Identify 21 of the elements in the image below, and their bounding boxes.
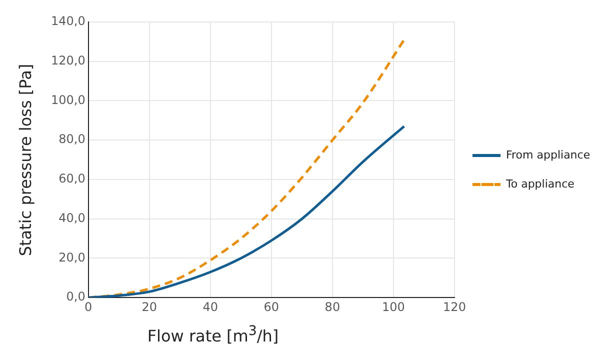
- y-tick-label: 0,0: [66, 290, 86, 304]
- x-tick-label: 120: [443, 300, 466, 314]
- y-tick-label: 140,0: [50, 14, 86, 28]
- legend-label: From appliance: [506, 148, 590, 162]
- line-series: [88, 125, 406, 298]
- y-tick-label: 120,0: [50, 53, 86, 68]
- y-axis-title: Static pressure loss [Pa]: [16, 62, 36, 258]
- x-tick-label: 60: [264, 300, 280, 314]
- x-tick-label: 20: [142, 300, 158, 314]
- legend-label: To appliance: [505, 177, 575, 190]
- y-tick-label: 20,0: [58, 250, 86, 264]
- x-tick-label: 80: [324, 300, 340, 314]
- x-tick-label: 40: [202, 300, 218, 314]
- line-series: [88, 38, 406, 298]
- y-tick-label: 80,0: [58, 132, 86, 146]
- x-tick-label: 0: [84, 300, 92, 314]
- y-tick-label: 60,0: [58, 172, 86, 186]
- y-tick-label: 40,0: [58, 210, 86, 225]
- y-tick-label: 100,0: [50, 92, 86, 107]
- x-axis-title: Flow rate [m$^{3}$/h]: [146, 324, 280, 346]
- x-tick-label: 100: [382, 300, 405, 314]
